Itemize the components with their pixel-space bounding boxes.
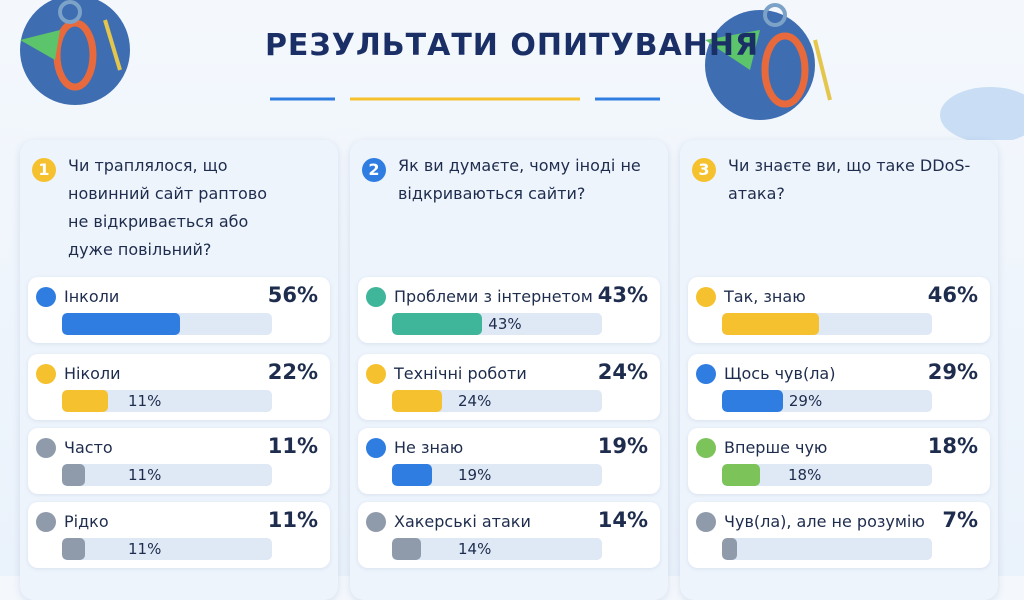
option-icon	[696, 438, 716, 458]
bar-track	[62, 464, 272, 486]
poll-panel: 2 Як ви думаєте, чому іноді не відкривают…	[350, 140, 668, 600]
bar	[722, 538, 737, 560]
option: Не знаю 19% 19%	[358, 428, 660, 494]
option-value: 24%	[597, 360, 648, 384]
option-value: 11%	[267, 434, 318, 458]
option: Технічні роботи 24% 24%	[358, 354, 660, 420]
option: Так, знаю 46%	[688, 277, 990, 343]
bar	[62, 464, 86, 486]
option-label: Інколи	[64, 287, 120, 306]
bar	[62, 390, 109, 412]
bar-inner-label: 11%	[128, 466, 162, 484]
option: Часто 11% 11%	[28, 428, 330, 494]
option-icon	[36, 287, 56, 307]
poll-panel: 3 Чи знаєте ви, що таке DDoS-атака? Так, з…	[680, 140, 998, 600]
option: Проблеми з інтернетом 43% 43%	[358, 277, 660, 343]
option-value: 11%	[267, 508, 318, 532]
option-label: Хакерські атаки	[394, 512, 531, 531]
option: Рідко 11% 11%	[28, 502, 330, 568]
option-label: Часто	[64, 438, 113, 457]
bar	[62, 538, 86, 560]
option: Чув(ла), але не розумію 7%	[688, 502, 990, 568]
bar	[722, 390, 783, 412]
question: Чи траплялося, що новинний сайт раптово …	[68, 156, 268, 259]
bar	[392, 313, 483, 335]
bar-track	[392, 538, 602, 560]
option-label: Ніколи	[64, 364, 121, 383]
bar	[392, 464, 432, 486]
option-icon	[366, 287, 386, 307]
decor	[20, 0, 1024, 140]
option-icon	[696, 512, 716, 532]
option-icon	[36, 364, 56, 384]
bar	[722, 313, 819, 335]
question-number: 1	[32, 158, 56, 182]
bar-track	[392, 390, 602, 412]
bar-track	[62, 313, 272, 335]
option-value: 18%	[927, 434, 978, 458]
title: РЕЗУЛЬТАТИ ОПИТУВАННЯ	[264, 28, 760, 63]
bar-track	[392, 313, 602, 335]
bar-track	[722, 313, 932, 335]
bar-track	[62, 390, 272, 412]
option-label: Вперше чую	[724, 438, 828, 457]
option-icon	[366, 512, 386, 532]
option-label: Так, знаю	[724, 287, 806, 306]
option-icon	[36, 512, 56, 532]
bar-track	[722, 464, 932, 486]
option-value: 46%	[927, 283, 978, 307]
question-number: 3	[692, 158, 716, 182]
option-label: Проблеми з інтернетом	[394, 287, 593, 306]
bar	[392, 538, 422, 560]
bar-inner-label: 18%	[788, 466, 822, 484]
option-value: 43%	[597, 283, 648, 307]
bar-track	[722, 390, 932, 412]
option-label: Технічні роботи	[394, 364, 527, 383]
option-icon	[696, 287, 716, 307]
bar-inner-label: 43%	[488, 315, 522, 333]
poll-panel: 1 Чи траплялося, що новинний сайт раптово…	[20, 140, 338, 600]
option-value: 56%	[267, 283, 318, 307]
option-value: 19%	[597, 434, 648, 458]
bar	[722, 464, 760, 486]
bar-track	[722, 538, 932, 560]
option: Вперше чую 18% 18%	[688, 428, 990, 494]
option-value: 14%	[597, 508, 648, 532]
option-value: 7%	[942, 508, 978, 532]
option-icon	[366, 364, 386, 384]
bar-inner-label: 11%	[128, 540, 162, 558]
question: Як ви думаєте, чому іноді не відкривають…	[398, 156, 641, 203]
option-label: Рідко	[64, 512, 109, 531]
option-value: 22%	[267, 360, 318, 384]
bar-track	[392, 464, 602, 486]
question-number: 2	[362, 158, 386, 182]
bar-track	[62, 538, 272, 560]
option-value: 29%	[927, 360, 978, 384]
option-icon	[696, 364, 716, 384]
bar	[62, 313, 180, 335]
option-label: Щось чув(ла)	[724, 364, 836, 383]
option-label: Не знаю	[394, 438, 464, 457]
option: Хакерські атаки 14% 14%	[358, 502, 660, 568]
option-icon	[36, 438, 56, 458]
option-icon	[366, 438, 386, 458]
bar-inner-label: 24%	[458, 392, 492, 410]
bar-inner-label: 29%	[788, 392, 823, 410]
bar-inner-label: 19%	[458, 466, 492, 484]
bar	[392, 390, 443, 412]
bar-inner-label: 14%	[458, 540, 492, 558]
question: Чи знаєте ви, що таке DDoS-атака?	[728, 156, 971, 203]
option: Ніколи 22% 11%	[28, 354, 330, 420]
option-label: Чув(ла), але не розумію	[724, 512, 925, 531]
option: Інколи 56%	[28, 277, 330, 343]
option: Щось чув(ла) 29% 29%	[688, 354, 990, 420]
bar-inner-label: 11%	[128, 392, 162, 410]
